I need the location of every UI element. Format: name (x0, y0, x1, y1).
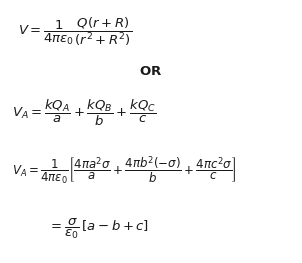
Text: $V_A = \dfrac{kQ_A}{a} + \dfrac{kQ_B}{b} + \dfrac{kQ_C}{c}$: $V_A = \dfrac{kQ_A}{a} + \dfrac{kQ_B}{b}… (12, 98, 156, 128)
Text: $V_A = \dfrac{1}{4\pi\varepsilon_0}\left[\dfrac{4\pi a^2\sigma}{a} + \dfrac{4\pi: $V_A = \dfrac{1}{4\pi\varepsilon_0}\left… (12, 155, 237, 187)
Text: $V = \dfrac{1}{4\pi\varepsilon_0} \dfrac{Q(r+R)}{(r^2+R^2)}$: $V = \dfrac{1}{4\pi\varepsilon_0} \dfrac… (18, 16, 132, 48)
Text: $\mathbf{OR}$: $\mathbf{OR}$ (140, 64, 162, 78)
Text: $= \dfrac{\sigma}{\varepsilon_0}\,[a - b + c]$: $= \dfrac{\sigma}{\varepsilon_0}\,[a - b… (48, 217, 149, 241)
